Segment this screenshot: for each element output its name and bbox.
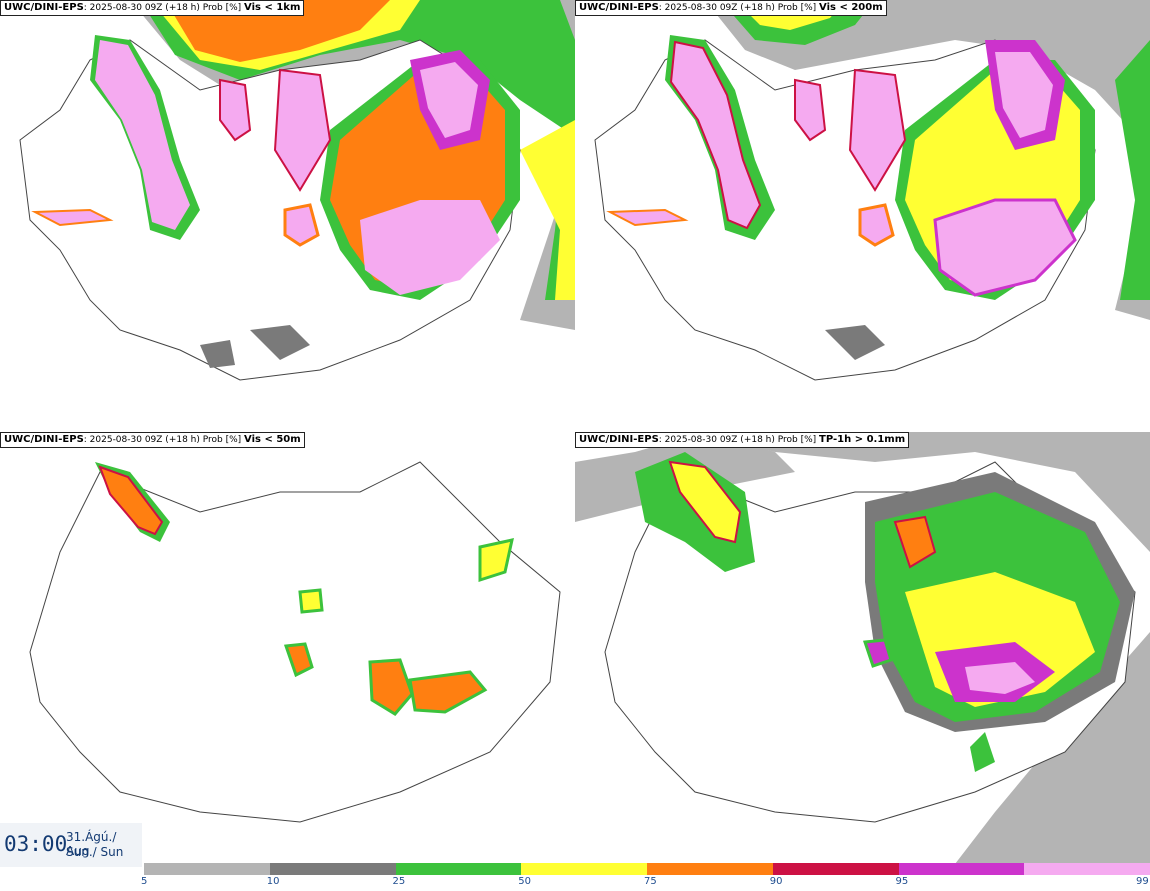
valid-date-line2: Sun./ Sun — [66, 845, 124, 859]
panel-title: UWC/DINI-EPS: 2025-08-30 09Z (+18 h) Pro… — [575, 432, 910, 448]
colorbar-segment — [269, 863, 396, 875]
colorbar-tick-label: 75 — [644, 876, 657, 887]
map-panel-tp-1h: UWC/DINI-EPS: 2025-08-30 09Z (+18 h) Pro… — [575, 432, 1150, 864]
map-panel-vis-50m: UWC/DINI-EPS: 2025-08-30 09Z (+18 h) Pro… — [0, 432, 575, 864]
colorbar-tick-label: 10 — [266, 876, 280, 887]
valid-time-box: 03:00 31.Ágú./ Aug Sun./ Sun — [0, 823, 142, 867]
probability-colorbar — [144, 863, 1150, 875]
colorbar-tick-label: 5 — [141, 876, 148, 887]
colorbar-segment — [647, 863, 773, 875]
colorbar-tick-label: 25 — [392, 876, 406, 887]
map-vis-1km — [19, 0, 575, 381]
colorbar-segment — [395, 863, 522, 875]
panel-title: UWC/DINI-EPS: 2025-08-30 09Z (+18 h) Pro… — [0, 432, 305, 448]
panel-title: UWC/DINI-EPS: 2025-08-30 09Z (+18 h) Pro… — [575, 0, 887, 16]
colorbar-tick-label: 90 — [769, 876, 783, 887]
valid-time: 03:00 — [4, 832, 68, 856]
colorbar-segment — [521, 863, 647, 875]
panel-title: UWC/DINI-EPS: 2025-08-30 09Z (+18 h) Pro… — [0, 0, 305, 16]
colorbar-segment — [1024, 863, 1150, 875]
valid-date-line1: 31.Ágú./ Aug — [66, 830, 117, 858]
colorbar-segment — [772, 863, 899, 875]
colorbar-tick-label: 95 — [895, 876, 909, 887]
map-vis-50m — [29, 461, 561, 823]
map-panel-vis-1km: UWC/DINI-EPS: 2025-08-30 09Z (+18 h) Pro… — [0, 0, 575, 432]
colorbar-segment — [144, 863, 270, 875]
map-panel-vis-200m: UWC/DINI-EPS: 2025-08-30 09Z (+18 h) Pro… — [575, 0, 1150, 432]
map-tp-1h — [575, 432, 1150, 864]
map-vis-200m — [594, 0, 1150, 381]
colorbar-tick-label: 50 — [518, 876, 531, 887]
colorbar-tick-label: 99 — [1136, 876, 1149, 887]
colorbar-segment — [898, 863, 1025, 875]
